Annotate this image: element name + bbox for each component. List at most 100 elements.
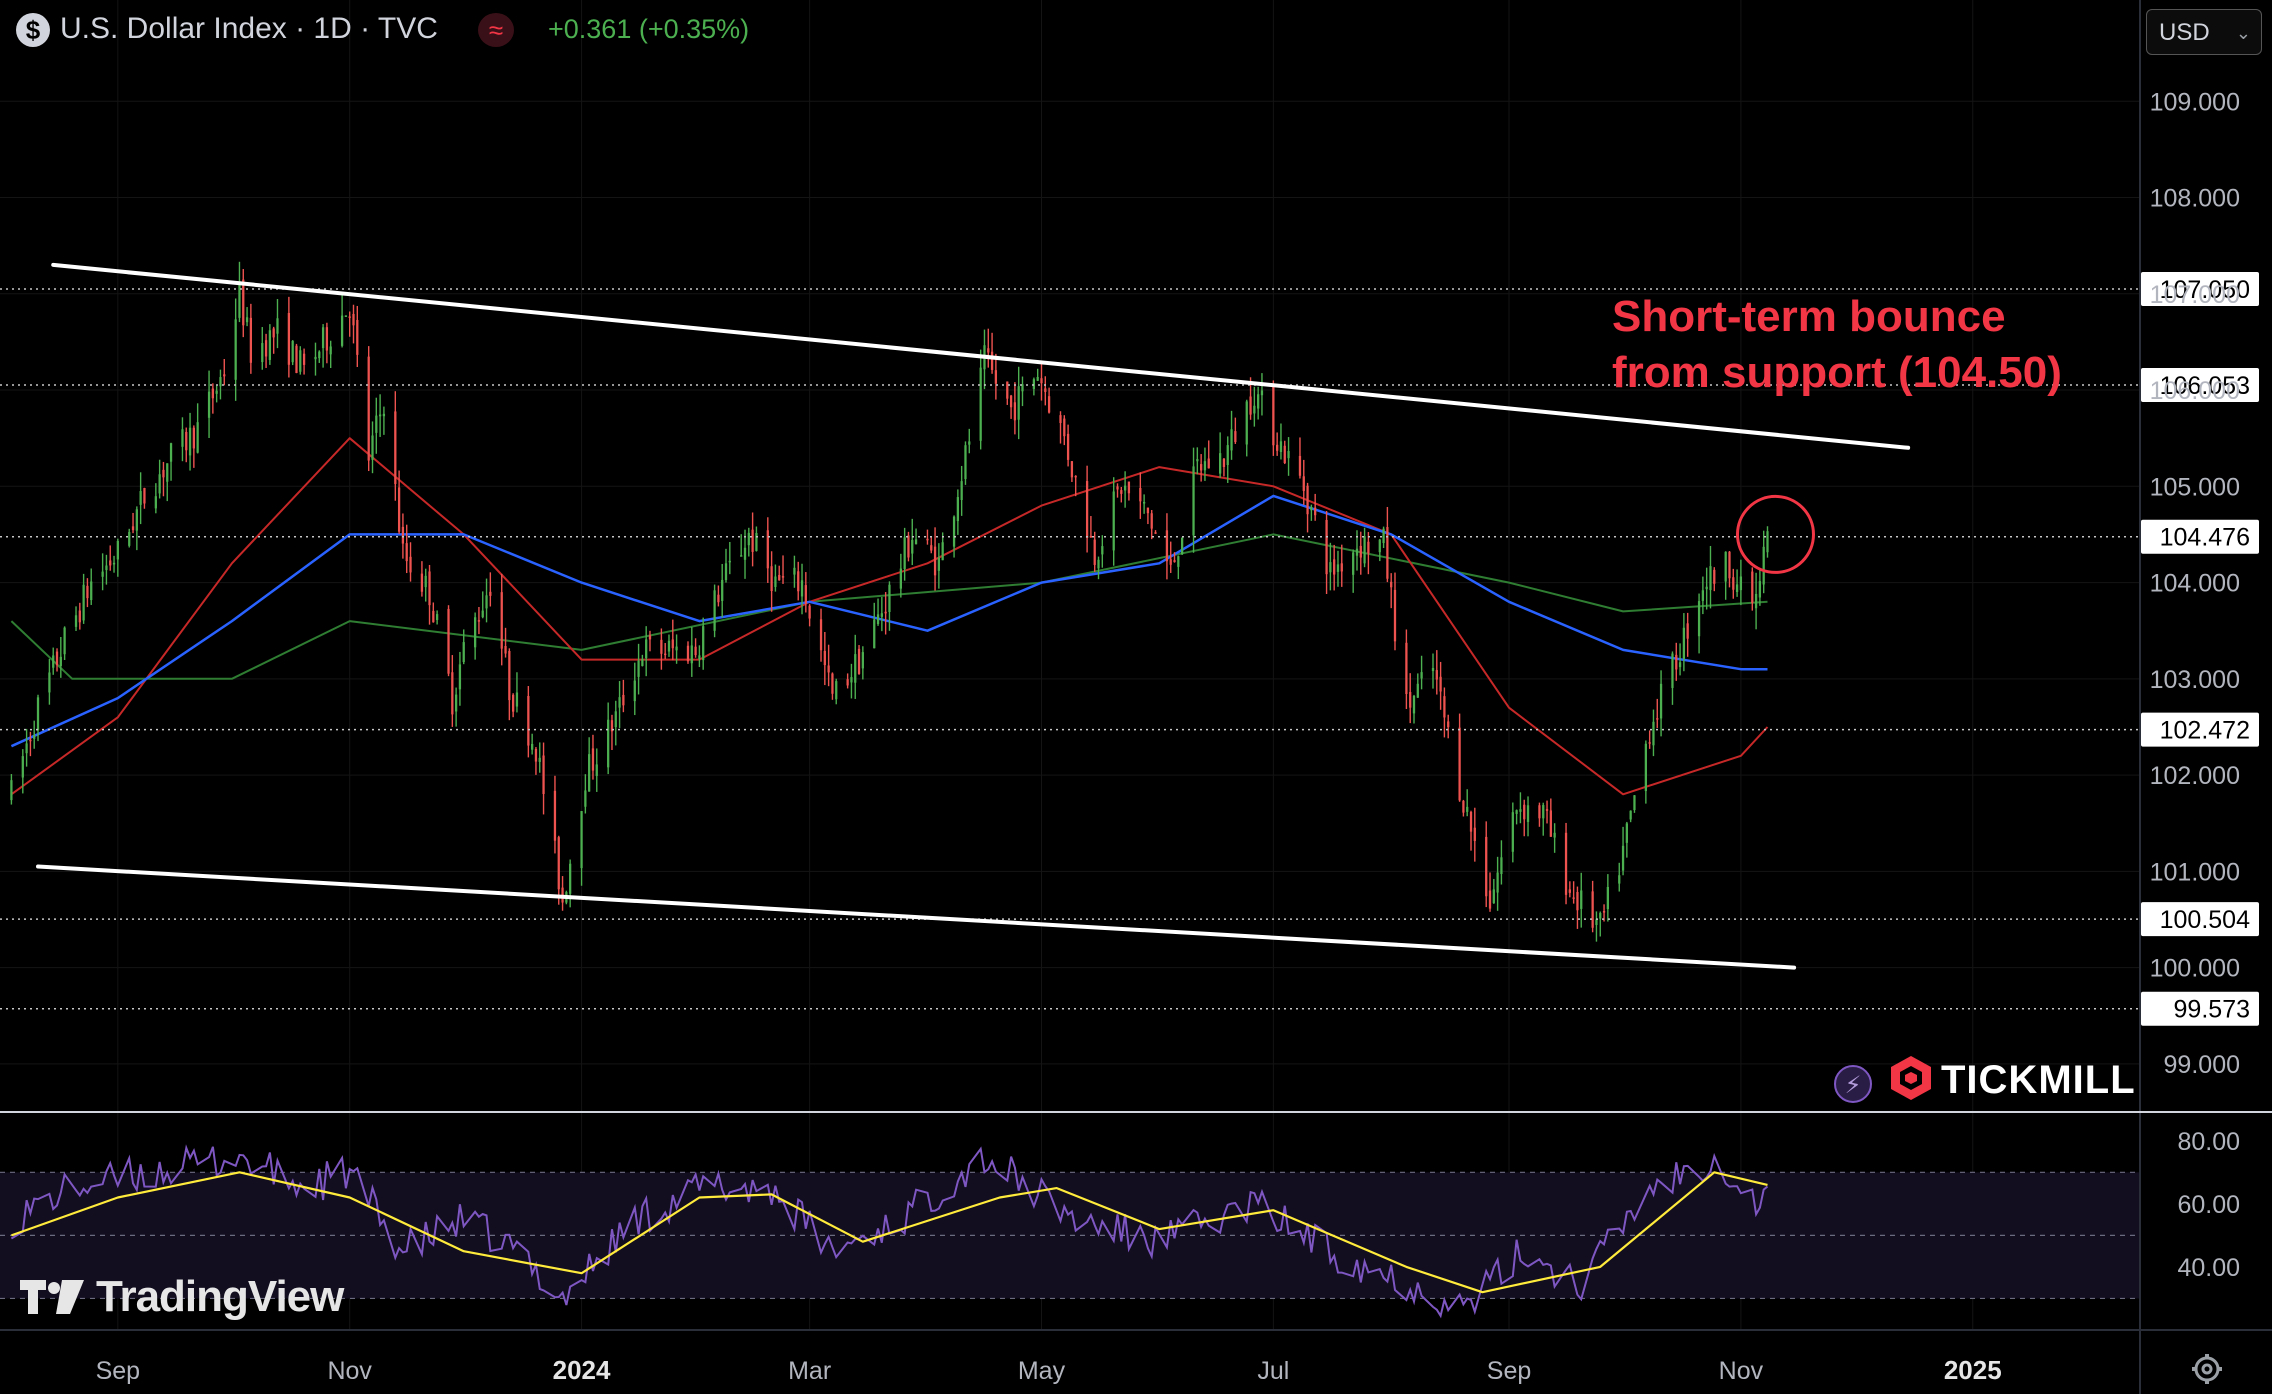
- candle: [1279, 423, 1283, 460]
- candle-body: [158, 474, 161, 494]
- candle: [109, 545, 112, 571]
- candle: [933, 527, 937, 591]
- candle: [1412, 694, 1416, 724]
- candle: [166, 463, 169, 502]
- candle: [169, 442, 173, 481]
- candle-body: [1595, 919, 1598, 925]
- candle: [1751, 567, 1754, 611]
- candle: [1352, 549, 1355, 593]
- candle-body: [1469, 812, 1473, 832]
- candle-body: [698, 655, 701, 660]
- candle-body: [1279, 441, 1283, 452]
- candle-body: [1545, 809, 1549, 811]
- candle: [846, 673, 849, 689]
- time-tick-label: Jul: [1257, 1357, 1289, 1385]
- candle: [1112, 477, 1115, 566]
- candle-body: [1492, 889, 1495, 904]
- candle-body: [181, 429, 184, 447]
- candle: [1070, 461, 1074, 482]
- candle-body: [941, 542, 944, 561]
- candle: [1538, 802, 1541, 827]
- candle: [162, 461, 165, 497]
- candle-body: [268, 330, 272, 360]
- candle: [1199, 454, 1203, 482]
- candle: [1500, 840, 1503, 885]
- candle: [458, 651, 462, 706]
- rsi-tick-label: 40.00: [2177, 1254, 2240, 1282]
- candle-body: [1032, 379, 1036, 389]
- candle: [979, 349, 982, 450]
- candle-body: [542, 755, 545, 794]
- candle-body: [1127, 481, 1131, 494]
- candle-body: [1568, 889, 1571, 893]
- dollar-icon[interactable]: $: [16, 13, 50, 47]
- lightning-icon[interactable]: ⚡: [1834, 1065, 1872, 1103]
- candle-body: [299, 350, 302, 372]
- candle: [1386, 506, 1389, 583]
- candle: [375, 397, 378, 454]
- candle-body: [633, 680, 636, 702]
- candle: [435, 610, 439, 625]
- candle: [1420, 655, 1423, 690]
- price-tick-label: 109.000: [2150, 88, 2240, 116]
- candle-body: [314, 356, 317, 360]
- candle: [25, 728, 28, 767]
- price-tick-label: 107.000: [2150, 281, 2240, 309]
- candle: [1040, 361, 1043, 401]
- candle-body: [90, 581, 93, 601]
- price-tick-label: 100.000: [2150, 955, 2240, 983]
- wave-icon[interactable]: ≈: [478, 13, 514, 47]
- candle-body: [846, 679, 849, 686]
- candle-body: [956, 497, 960, 522]
- candle: [713, 584, 716, 638]
- price-tick-label: 108.000: [2150, 185, 2240, 213]
- candle-body: [1097, 559, 1100, 569]
- candle-body: [1393, 589, 1397, 642]
- candle-body: [48, 672, 51, 693]
- candle-body: [1021, 384, 1024, 392]
- candle-body: [238, 281, 241, 318]
- candle: [1196, 447, 1199, 475]
- candle: [192, 425, 195, 468]
- currency-select[interactable]: USD ⌄: [2146, 9, 2262, 55]
- candle-body: [964, 445, 967, 480]
- candle: [1416, 673, 1419, 698]
- candle-body: [504, 646, 507, 654]
- candle: [1523, 799, 1526, 837]
- candle-body: [854, 654, 857, 683]
- symbol-title[interactable]: U.S. Dollar Index · 1D · TVC: [60, 12, 438, 45]
- candle-body: [880, 613, 883, 617]
- candle: [751, 512, 754, 567]
- candle: [86, 578, 89, 608]
- candle-body: [1412, 695, 1416, 714]
- candle-body: [747, 532, 750, 546]
- candle-body: [500, 592, 503, 649]
- time-tick-label: May: [1018, 1357, 1066, 1385]
- candle: [1713, 567, 1716, 592]
- candle-body: [409, 556, 412, 573]
- candle-body: [873, 619, 876, 649]
- candle: [1367, 532, 1370, 575]
- candle: [1485, 821, 1488, 908]
- candle: [823, 631, 826, 686]
- candle-body: [1085, 481, 1089, 539]
- candle-body: [952, 516, 956, 547]
- candle-body: [367, 356, 370, 461]
- candle-body: [162, 469, 165, 478]
- candle: [857, 645, 861, 675]
- candle-body: [348, 316, 351, 318]
- candle: [956, 489, 960, 535]
- candle: [1036, 368, 1039, 382]
- candle-body: [774, 576, 777, 588]
- candle: [314, 342, 317, 376]
- candle: [1754, 572, 1758, 630]
- candle: [295, 343, 298, 374]
- candle-body: [481, 610, 484, 618]
- time-tick-label: 2025: [1944, 1355, 2002, 1385]
- candle: [1580, 872, 1583, 928]
- gear-icon[interactable]: [2190, 1352, 2224, 1386]
- level-tag: 104.476: [2141, 519, 2259, 554]
- candle: [1390, 573, 1393, 609]
- candle-body: [1678, 662, 1682, 668]
